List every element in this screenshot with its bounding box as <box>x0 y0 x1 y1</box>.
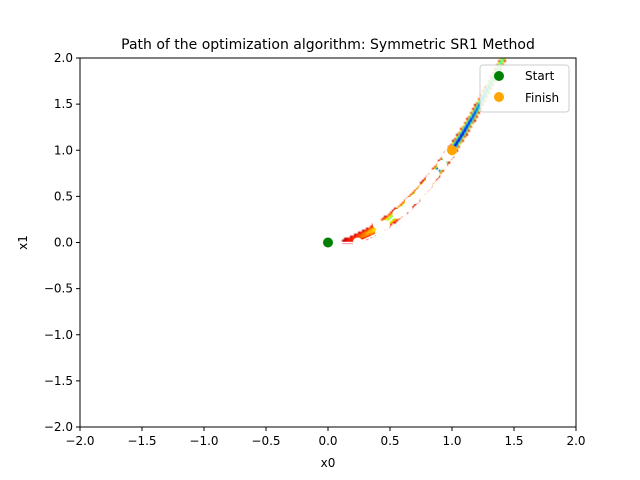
legend-start-marker <box>494 71 504 81</box>
x-tick-label: 0.0 <box>318 434 337 448</box>
optimization-path <box>323 145 457 248</box>
y-axis-ticks: −2.0 −1.5 −1.0 −0.5 0.0 0.5 1.0 1.5 2.0 <box>44 51 80 434</box>
legend: Start Finish <box>479 64 570 113</box>
x-tick-label: −2.0 <box>65 434 94 448</box>
x-tick-label: −0.5 <box>251 434 280 448</box>
x-axis-ticks: −2.0 −1.5 −1.0 −0.5 0.0 0.5 1.0 1.5 2.0 <box>65 427 586 448</box>
path-point <box>429 169 440 180</box>
start-point <box>323 237 333 248</box>
x-tick-label: −1.5 <box>127 434 156 448</box>
x-tick-label: 1.0 <box>442 434 461 448</box>
finish-point <box>447 145 457 156</box>
y-tick-label: 1.0 <box>54 143 73 157</box>
y-tick-label: −0.5 <box>44 282 73 296</box>
y-tick-label: 0.0 <box>54 236 73 250</box>
x-tick-label: 0.5 <box>380 434 399 448</box>
y-tick-label: −1.5 <box>44 374 73 388</box>
legend-start-label: Start <box>525 69 555 83</box>
x-axis-label: x0 <box>321 456 336 470</box>
legend-finish-label: Finish <box>525 91 559 105</box>
x-tick-label: 1.5 <box>504 434 523 448</box>
x-tick-label: −1.0 <box>189 434 218 448</box>
path-point <box>375 227 386 238</box>
path-point <box>437 160 448 171</box>
path-point <box>352 237 363 248</box>
legend-finish-marker <box>494 92 504 102</box>
chart-title: Path of the optimization algorithm: Symm… <box>121 37 535 53</box>
x-tick-label: 2.0 <box>566 434 585 448</box>
y-tick-label: 0.5 <box>54 189 73 203</box>
path-point <box>380 219 391 230</box>
y-tick-label: 2.0 <box>54 51 73 65</box>
y-tick-label: −1.0 <box>44 328 73 342</box>
path-point <box>372 219 383 230</box>
plot-area <box>79 57 577 428</box>
y-tick-label: 1.5 <box>54 97 73 111</box>
y-axis-label: x1 <box>16 235 30 250</box>
y-tick-label: −2.0 <box>44 420 73 434</box>
